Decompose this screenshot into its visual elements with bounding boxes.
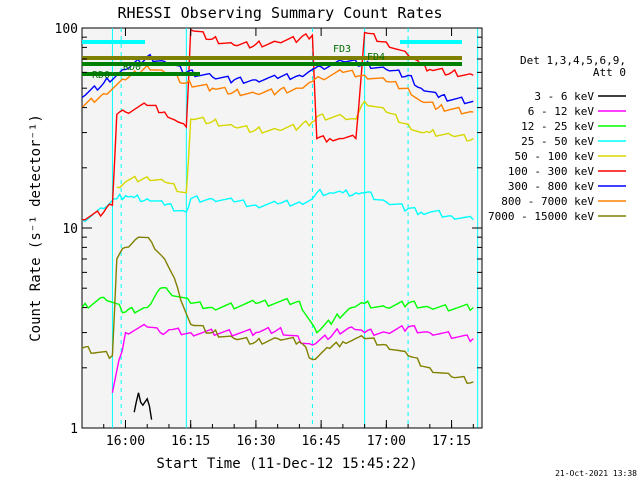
legend-header: Det 1,3,4,5,6,9, — [520, 54, 626, 67]
series-line — [111, 323, 474, 393]
legend-entry-label: 25 - 50 keV — [521, 135, 594, 148]
series-line — [81, 188, 474, 223]
plot-area — [81, 27, 483, 429]
legend: Det 1,3,4,5,6,9,Att 0 3 - 6 keV 6 - 12 keV… — [488, 54, 626, 223]
legend-entry-label: 100 - 300 keV — [508, 165, 594, 178]
series-line — [133, 392, 153, 420]
series-line — [81, 64, 474, 115]
y-tick-label: 10 — [62, 222, 78, 237]
flag-label: RD0 — [123, 62, 141, 73]
y-tick-label: 1 — [70, 422, 78, 437]
chart-title: RHESSI Observing Summary Count Rates — [117, 4, 442, 22]
x-tick-label: 16:45 — [302, 434, 341, 449]
flag-label: RD0 — [92, 70, 110, 81]
series-line — [116, 100, 474, 194]
x-tick-label: 17:00 — [367, 434, 406, 449]
y-axis-label: Count Rate (s⁻¹ detector⁻¹) — [28, 114, 44, 342]
x-tick-label: 17:15 — [432, 434, 471, 449]
legend-entry-label: 6 - 12 keV — [528, 105, 595, 118]
legend-entry-label: 50 - 100 keV — [515, 150, 595, 163]
legend-entry-label: 3 - 6 keV — [534, 90, 594, 103]
series-line — [81, 236, 474, 384]
x-tick-label: 16:00 — [106, 434, 145, 449]
series-line — [81, 286, 474, 334]
y-tick-label: 100 — [55, 22, 78, 37]
axes: 16:00 16:15 16:30 16:45 17:00 17:15 1 10 100 — [55, 22, 482, 449]
series-line — [82, 28, 474, 221]
flag-label: FD4 — [367, 52, 385, 63]
legend-entry-label: 7000 - 15000 keV — [488, 210, 594, 223]
flag-bars: RD0 FD3 FD4 RD0 — [82, 40, 462, 81]
series-lines — [81, 28, 474, 420]
generated-timestamp: 21-Oct-2021 13:38 — [555, 469, 637, 478]
legend-entry-label: 300 - 800 keV — [508, 180, 594, 193]
flag-label: FD3 — [333, 44, 351, 55]
x-tick-label: 16:15 — [171, 434, 210, 449]
x-tick-label: 16:30 — [236, 434, 275, 449]
legend-header: Att 0 — [593, 66, 626, 79]
legend-entry-label: 12 - 25 keV — [521, 120, 594, 133]
x-axis-label: Start Time (11-Dec-12 15:45:22) — [156, 456, 417, 472]
legend-entry-label: 800 - 7000 keV — [501, 195, 594, 208]
series-line — [81, 53, 474, 105]
